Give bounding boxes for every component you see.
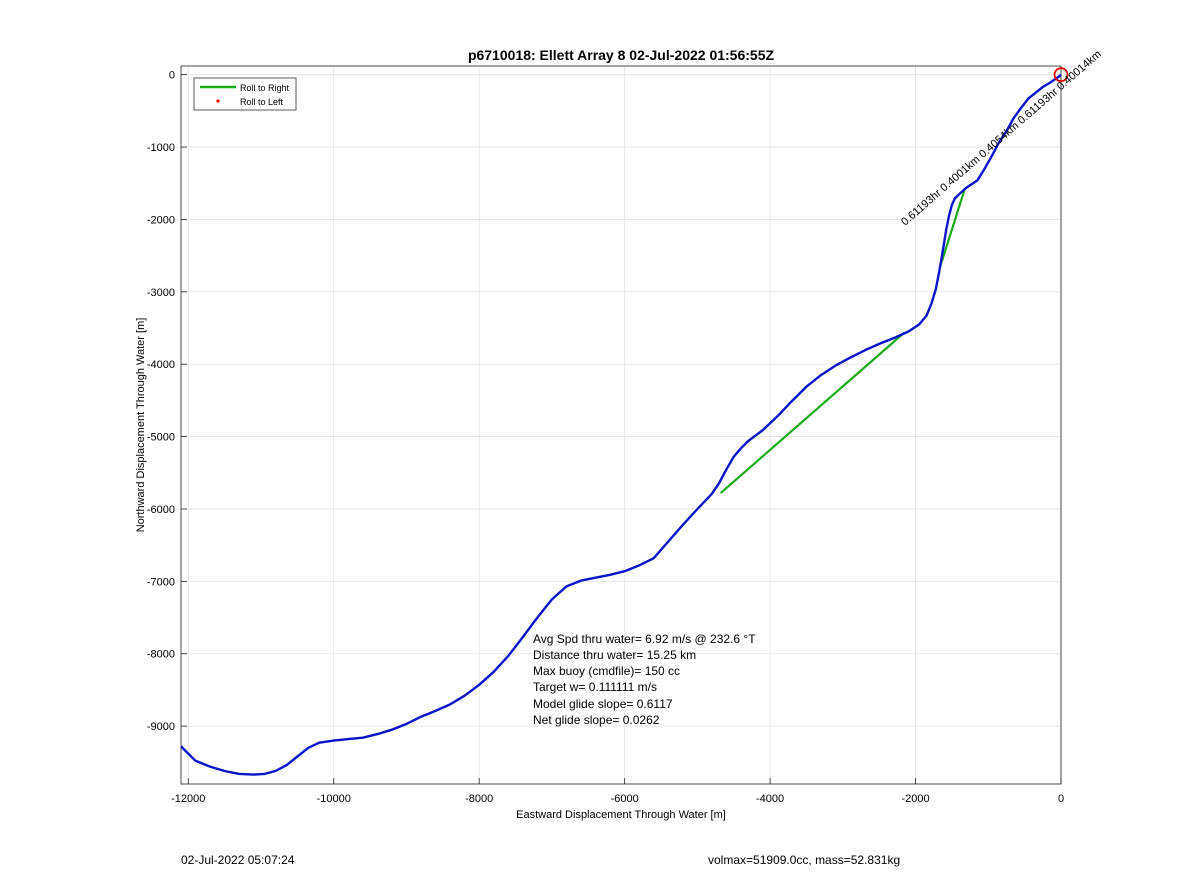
roll-right-segment — [719, 331, 906, 494]
y-tick-label: -3000 — [147, 287, 175, 299]
stats-block: Avg Spd thru water= 6.92 m/s @ 232.6 °T … — [533, 632, 756, 727]
track-line — [180, 73, 1062, 776]
plot-area — [180, 65, 1062, 785]
roll-right-segment — [938, 190, 966, 269]
series-layer — [180, 67, 1069, 776]
x-tick-label: -12000 — [171, 793, 205, 805]
x-tick-label: 0 — [1058, 793, 1064, 805]
footer-timestamp: 02-Jul-2022 05:07:24 — [181, 853, 295, 867]
stat-net-glide-slope: Net glide slope= 0.0262 — [533, 713, 660, 727]
legend-label-roll-left: Roll to Left — [240, 97, 284, 107]
stat-target-w: Target w= 0.111111 m/s — [533, 680, 657, 694]
y-tick-label: -1000 — [147, 142, 175, 154]
y-tick-label: -8000 — [147, 649, 175, 661]
y-tick-label: -4000 — [147, 359, 175, 371]
track-annotation: 0.61193hr 0.4001km 0.4054km 0.61193hr 0.… — [899, 48, 1104, 228]
legend-box — [193, 77, 297, 111]
stat-max-buoy: Max buoy (cmdfile)= 150 cc — [533, 664, 680, 678]
stat-model-glide-slope: Model glide slope= 0.6117 — [533, 697, 673, 711]
stat-avg-speed: Avg Spd thru water= 6.92 m/s @ 232.6 °T — [533, 632, 756, 646]
y-tick-label: -2000 — [147, 214, 175, 226]
y-tick-label: -9000 — [147, 721, 175, 733]
y-tick-label: -7000 — [147, 576, 175, 588]
legend-label-roll-right: Roll to Right — [240, 83, 290, 93]
x-tick-label: -10000 — [317, 793, 351, 805]
x-tick-label: -6000 — [611, 793, 639, 805]
x-tick-label: -8000 — [465, 793, 493, 805]
legend: Roll to Right Roll to Left — [193, 77, 297, 111]
y-tick-label: 0 — [169, 70, 175, 82]
chart-title: p6710018: Ellett Array 8 02-Jul-2022 01:… — [468, 47, 775, 63]
x-tick-label: -2000 — [901, 793, 929, 805]
legend-swatch-roll-left — [216, 99, 220, 103]
y-tick-label: -5000 — [147, 432, 175, 444]
footer-volmax-mass: volmax=51909.0cc, mass=52.831kg — [708, 853, 901, 867]
stat-distance: Distance thru water= 15.25 km — [533, 648, 696, 662]
y-tick-label: -6000 — [147, 504, 175, 516]
x-tick-label: -4000 — [756, 793, 784, 805]
x-axis-label: Eastward Displacement Through Water [m] — [516, 809, 726, 821]
tick-labels: -12000 -10000 -8000 -6000 -4000 -2000 0 0 -1000 -… — [147, 70, 1064, 805]
y-axis-label: Northward Displacement Through Water [m] — [135, 318, 147, 533]
start-marker — [1053, 67, 1069, 83]
